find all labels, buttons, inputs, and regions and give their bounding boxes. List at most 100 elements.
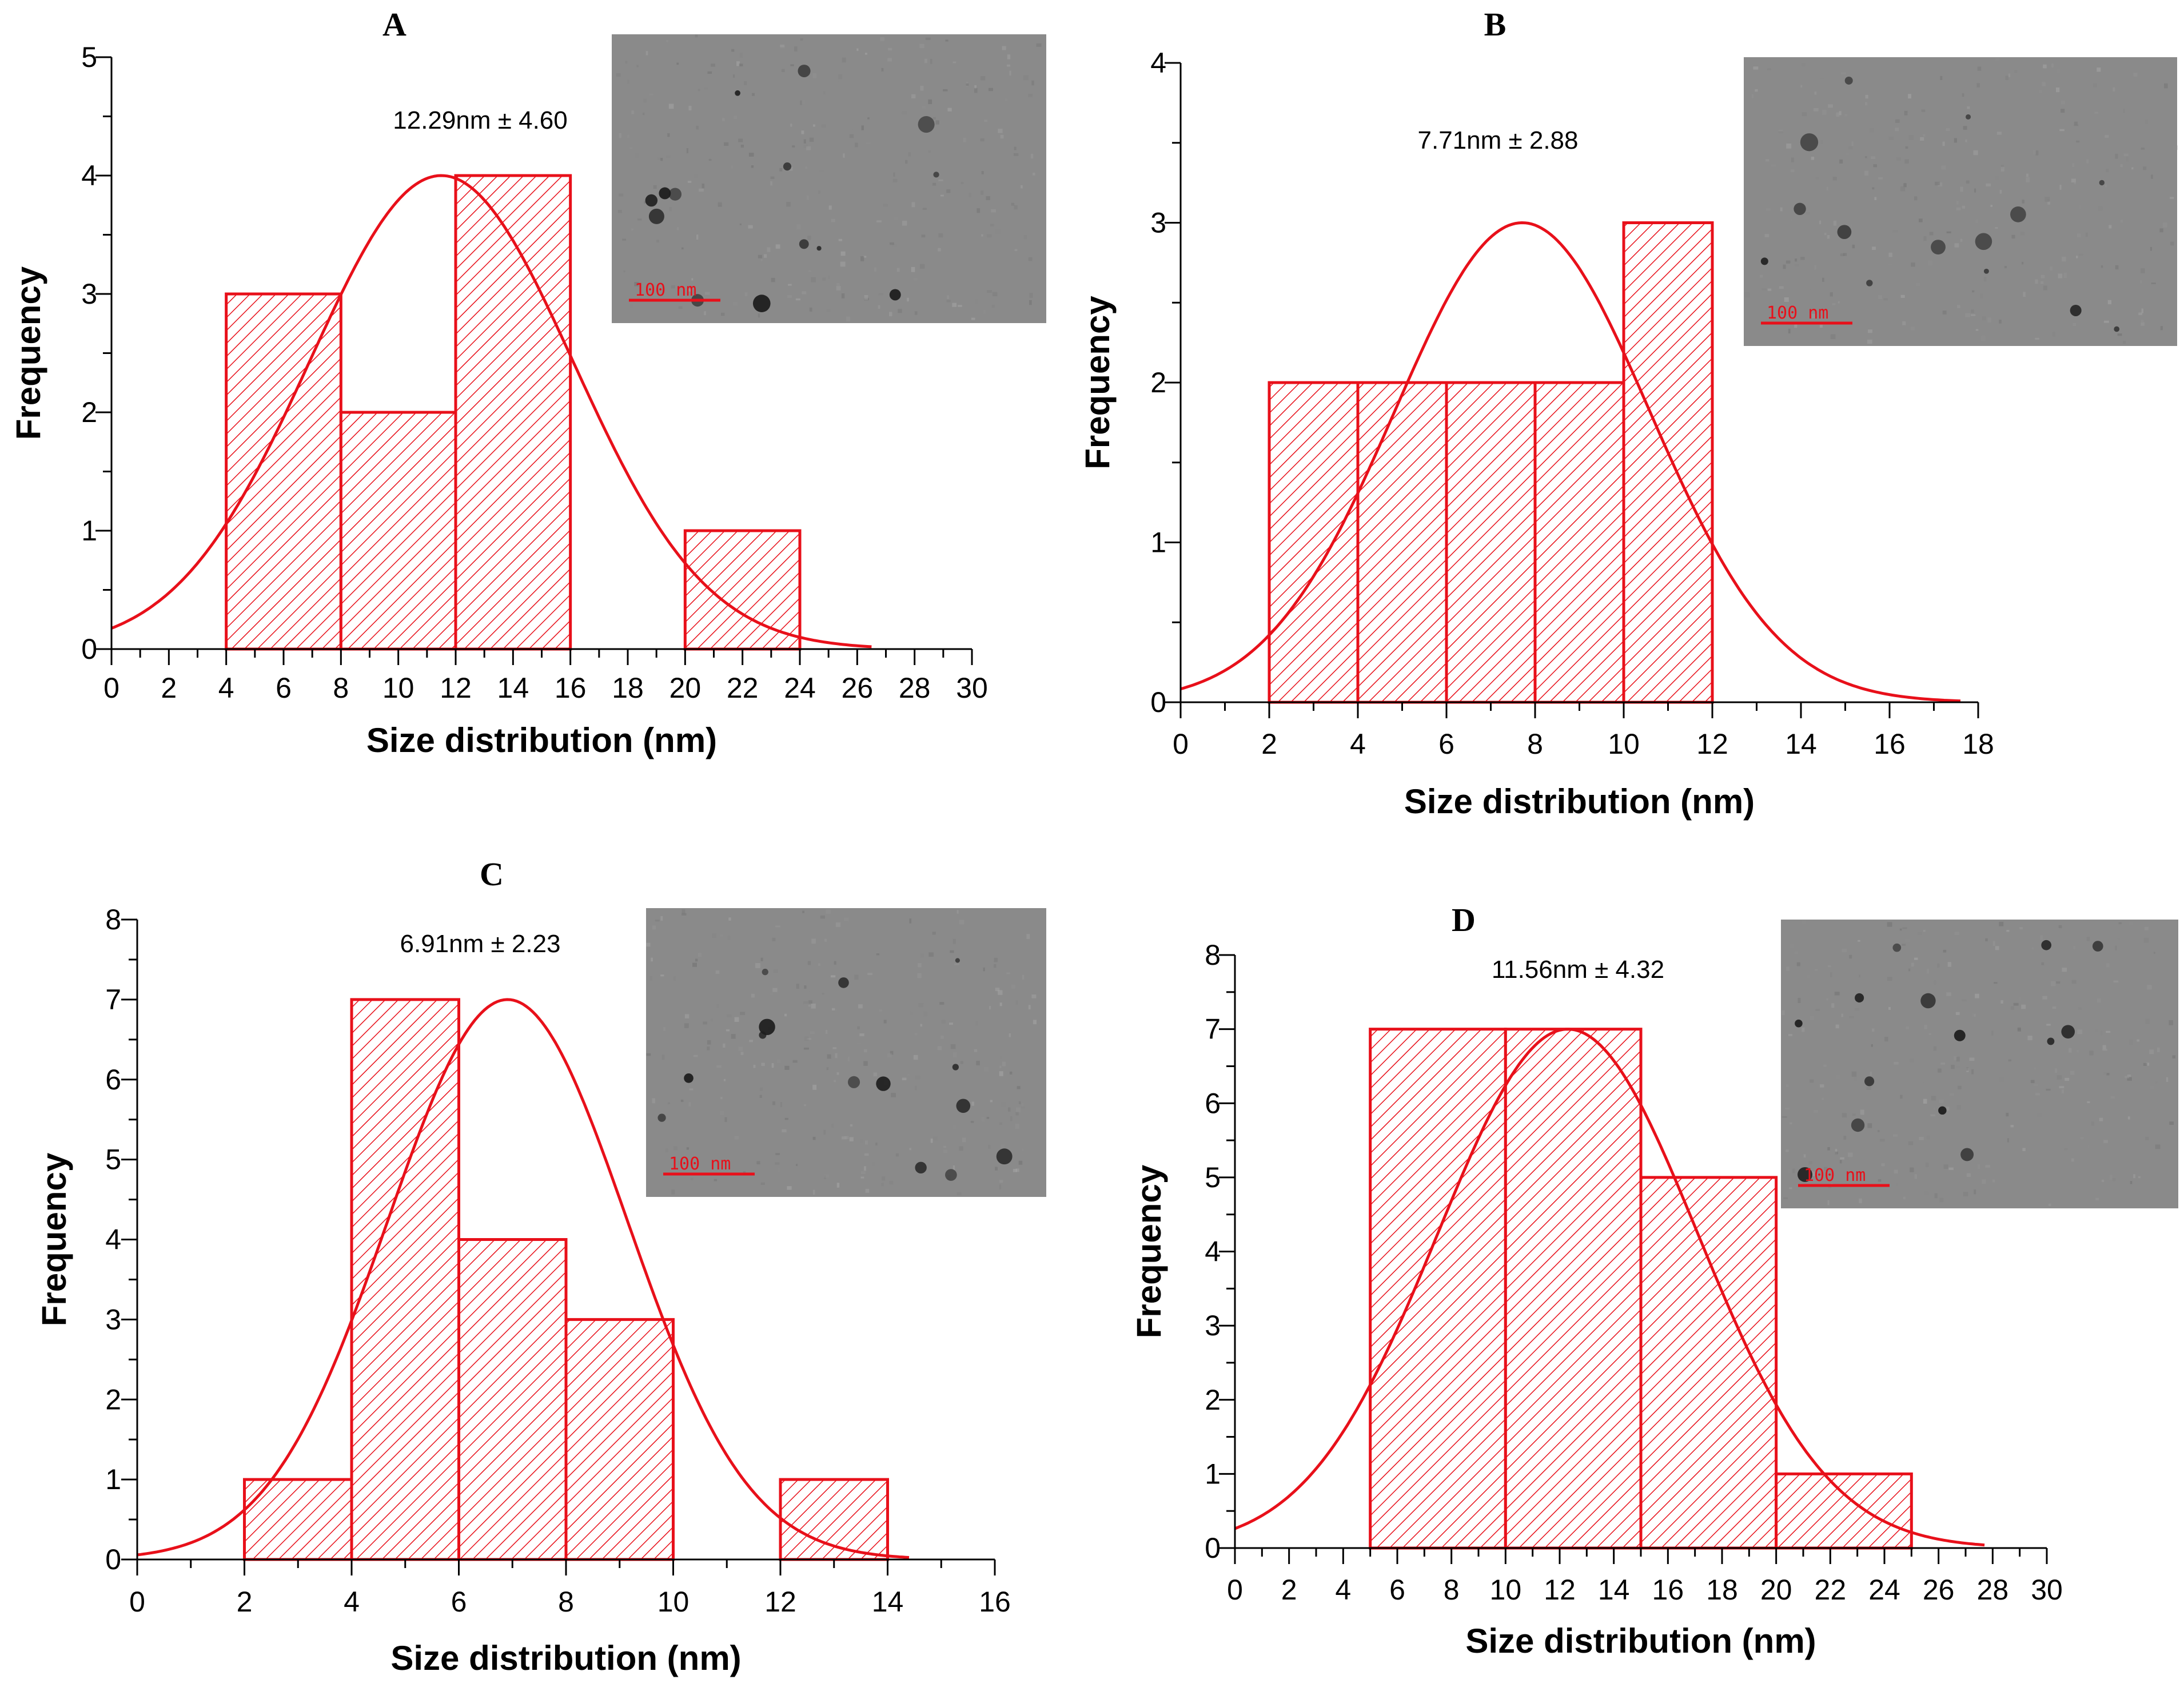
- tem-noise: [1786, 1149, 1789, 1152]
- tem-inset-image: 100 nm: [1744, 57, 2178, 346]
- tem-noise: [995, 988, 1000, 992]
- tem-noise: [1014, 153, 1019, 156]
- tem-noise: [914, 1033, 918, 1036]
- tem-noise: [796, 224, 801, 230]
- tem-noise: [1915, 283, 1920, 287]
- tem-noise: [2007, 1189, 2011, 1191]
- tem-noise: [836, 285, 841, 291]
- nanoparticle: [2041, 940, 2051, 950]
- tem-noise: [864, 1049, 867, 1053]
- tem-noise: [1843, 248, 1846, 253]
- tem-noise: [1946, 231, 1951, 233]
- tem-noise: [1992, 1179, 1995, 1183]
- tem-noise: [655, 920, 660, 922]
- tem-noise: [832, 1047, 837, 1049]
- tem-noise: [2091, 1121, 2095, 1126]
- tem-noise: [2048, 1203, 2051, 1207]
- tem-noise: [760, 1182, 765, 1185]
- tem-noise: [1966, 1173, 1971, 1177]
- tem-noise: [989, 1006, 991, 1010]
- tem-noise: [2023, 292, 2026, 297]
- tem-noise: [1948, 1167, 1954, 1171]
- tem-noise: [1011, 984, 1015, 989]
- tem-noise: [1002, 46, 1006, 50]
- tem-noise: [2096, 75, 2101, 81]
- tem-noise: [2026, 173, 2028, 177]
- tem-noise: [994, 957, 998, 962]
- tem-noise: [808, 270, 811, 272]
- tem-noise: [812, 1136, 816, 1140]
- panel-title: A: [382, 6, 406, 43]
- tem-noise: [2127, 1116, 2130, 1120]
- tem-noise: [1977, 66, 1982, 71]
- tem-noise: [990, 224, 994, 226]
- tem-noise: [787, 1186, 792, 1190]
- tem-noise: [1962, 93, 1964, 97]
- tem-noise: [748, 225, 753, 229]
- tem-inset-image: 100 nm: [1781, 920, 2178, 1208]
- tem-noise: [890, 1051, 894, 1055]
- tem-noise: [932, 117, 936, 120]
- tem-noise: [2101, 265, 2103, 268]
- tem-noise: [777, 1059, 781, 1064]
- tem-noise: [1014, 205, 1018, 210]
- tem-noise: [2014, 128, 2019, 133]
- tem-noise: [1788, 1034, 1793, 1036]
- tem-noise: [773, 969, 778, 973]
- tem-noise: [1796, 962, 1800, 966]
- tem-noise: [689, 1088, 694, 1091]
- tem-noise: [732, 312, 735, 316]
- tem-noise: [932, 932, 936, 935]
- tem-noise: [694, 174, 698, 178]
- y-tick-label: 1: [105, 1463, 121, 1495]
- tem-noise: [2080, 1137, 2084, 1140]
- nanoparticle: [996, 1148, 1013, 1165]
- tem-noise: [772, 988, 778, 992]
- histogram-bar: [1369, 1028, 1507, 1550]
- tem-noise: [1783, 264, 1786, 269]
- tem-noise: [932, 182, 936, 186]
- x-tick-label: 8: [1527, 728, 1543, 760]
- tem-noise: [715, 970, 720, 974]
- tem-noise: [1867, 329, 1872, 333]
- tem-noise: [1971, 1069, 1974, 1075]
- tem-noise: [1033, 172, 1035, 176]
- tem-noise: [1888, 264, 1893, 266]
- tem-noise: [1971, 1012, 1976, 1018]
- tem-noise: [1911, 262, 1915, 267]
- tem-background: [1744, 57, 2177, 346]
- x-tick-label: 14: [1785, 728, 1817, 760]
- tem-noise: [1942, 141, 1945, 146]
- y-tick-label: 8: [105, 904, 121, 936]
- tem-noise: [1918, 932, 1922, 935]
- tem-noise: [1022, 1148, 1024, 1151]
- tem-noise: [1914, 196, 1918, 201]
- tem-noise: [2022, 200, 2024, 204]
- tem-noise: [859, 1033, 864, 1036]
- tem-noise: [1784, 297, 1789, 302]
- tem-noise: [895, 1153, 899, 1157]
- tem-noise: [1778, 130, 1784, 133]
- tem-noise: [1995, 946, 1999, 950]
- tem-noise: [1814, 265, 1816, 270]
- tem-noise: [834, 961, 836, 965]
- tem-noise: [694, 289, 696, 294]
- tem-noise: [792, 1060, 798, 1063]
- tem-noise: [2141, 308, 2143, 313]
- tem-noise: [971, 1101, 974, 1106]
- chart-panel-d: 100 nm0 2 4 6 8 10 12 14 16 18 20 22 24 26 28 300123456…: [1130, 901, 2178, 1660]
- tem-noise: [734, 115, 738, 120]
- tem-noise: [902, 1077, 907, 1081]
- tem-noise: [803, 145, 808, 148]
- tem-noise: [807, 236, 811, 240]
- tem-noise: [2127, 1077, 2132, 1081]
- tem-noise: [856, 48, 859, 51]
- x-tick-label: 10: [382, 672, 415, 704]
- tem-noise: [829, 249, 832, 252]
- tem-noise: [1954, 932, 1959, 936]
- tem-noise: [1827, 1147, 1830, 1151]
- tem-noise: [820, 915, 825, 919]
- tem-noise: [804, 985, 807, 989]
- tem-noise: [629, 147, 633, 149]
- tem-noise: [1994, 176, 1999, 180]
